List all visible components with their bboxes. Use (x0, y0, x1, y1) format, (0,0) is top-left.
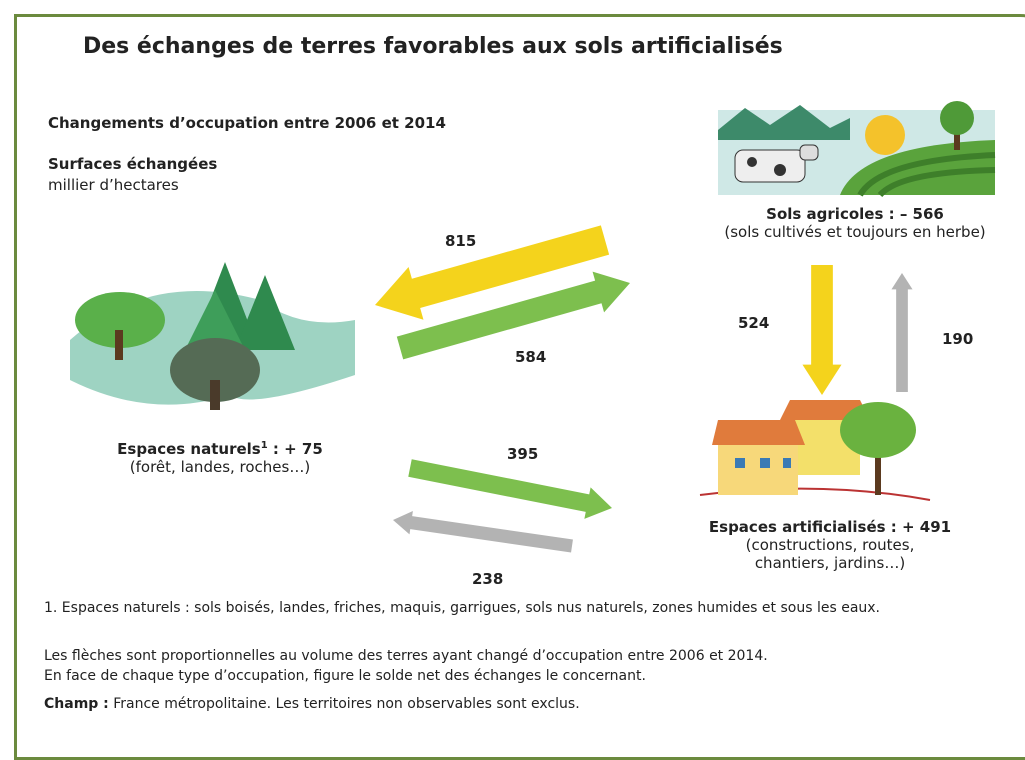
flow-arrow (802, 265, 841, 395)
node-detail: (forêt, landes, roches…) (60, 458, 380, 476)
measure-unit: millier d’hectares (48, 176, 179, 194)
footnote: 1. Espaces naturels : sols boisés, lande… (44, 598, 1009, 618)
flow-value: 395 (507, 445, 538, 463)
scope: Champ : France métropolitaine. Les terri… (44, 696, 580, 712)
note: Les flèches sont proportionnelles au vol… (44, 648, 768, 664)
footnote-mark: 1 (261, 440, 268, 451)
flow-value: 190 (942, 330, 973, 348)
flow-value: 584 (515, 348, 546, 366)
node-label: Espaces artificialisés : + 491 (665, 518, 995, 536)
flow-value: 238 (472, 570, 503, 588)
node-label: Espaces naturels (117, 440, 261, 458)
flow-value: 815 (445, 232, 476, 250)
node-detail: (constructions, routes, (665, 536, 995, 554)
node-detail: (sols cultivés et toujours en herbe) (690, 223, 1020, 241)
measure-label: Surfaces échangées (48, 155, 217, 173)
illustration (0, 0, 1025, 728)
forest-icon (70, 262, 355, 410)
farm-icon (718, 101, 995, 195)
flow-value: 524 (738, 314, 769, 332)
node-detail: chantiers, jardins…) (665, 554, 995, 572)
node-agricole: Sols agricoles : – 566 (sols cultivés et… (690, 205, 1020, 241)
node-label: Sols agricoles : – 566 (690, 205, 1020, 223)
scope-text: France métropolitaine. Les territoires n… (113, 696, 579, 712)
node-label-line: Espaces naturels1 : + 75 (60, 440, 380, 458)
flow-arrow (891, 273, 912, 392)
houses-icon (700, 400, 930, 500)
node-artificiel: Espaces artificialisés : + 491 (construc… (665, 518, 995, 572)
subtitle: Changements d’occupation entre 2006 et 2… (48, 114, 446, 132)
node-balance: : + 75 (273, 440, 323, 458)
scope-label: Champ : (44, 696, 109, 712)
page: Des échanges de terres favorables aux so… (0, 0, 1025, 728)
flow-arrow (408, 459, 612, 519)
title: Des échanges de terres favorables aux so… (83, 34, 783, 59)
node-naturel: Espaces naturels1 : + 75 (forêt, landes,… (60, 440, 380, 476)
note: En face de chaque type d’occupation, fig… (44, 668, 646, 684)
flow-arrow (393, 511, 573, 553)
